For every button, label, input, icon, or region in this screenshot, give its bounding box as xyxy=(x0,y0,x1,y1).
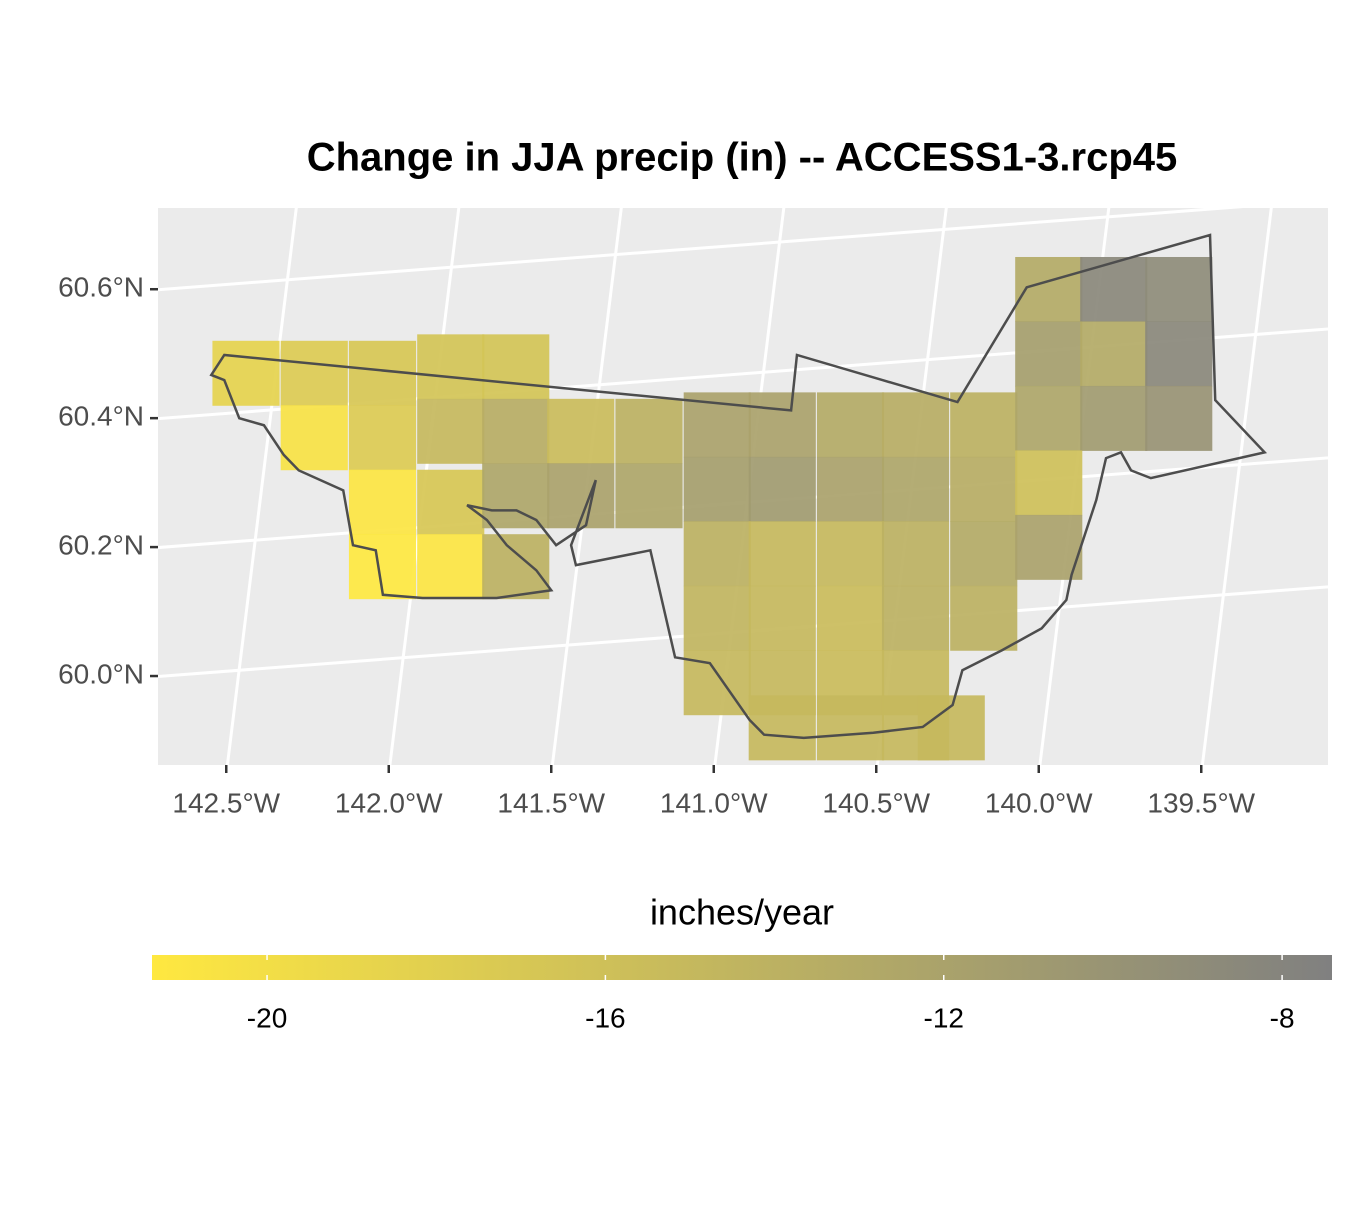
y-tick-label: 60.6°N xyxy=(58,272,144,303)
colorbar-bar xyxy=(152,955,1332,980)
boundary xyxy=(209,233,1268,740)
cell xyxy=(417,469,485,535)
cell xyxy=(1080,321,1148,387)
cell xyxy=(482,398,550,464)
cell xyxy=(1145,256,1213,322)
cell xyxy=(748,521,816,587)
cell xyxy=(615,398,683,464)
x-tick-label: 141.0°W xyxy=(660,787,768,818)
axes: 142.5°W 142.0°W 141.5°W 141.0°W 140.5°W 140.0… xyxy=(58,272,1256,819)
cell xyxy=(748,695,816,761)
colorbar-label: -12 xyxy=(924,1002,964,1033)
cell xyxy=(950,521,1018,587)
cell xyxy=(482,463,550,529)
cell xyxy=(417,398,485,464)
cell xyxy=(816,392,885,458)
parallel xyxy=(158,208,1244,292)
cell xyxy=(816,585,885,651)
cell xyxy=(547,398,615,464)
cell xyxy=(683,585,751,651)
cell xyxy=(1145,321,1213,387)
cell xyxy=(615,463,683,529)
cell xyxy=(881,392,950,458)
x-tick-label: 139.5°W xyxy=(1147,787,1255,818)
cell xyxy=(881,456,950,522)
cell xyxy=(1145,385,1213,451)
cell xyxy=(348,405,417,471)
legend-title: inches/year xyxy=(650,892,834,933)
cell xyxy=(280,340,348,406)
x-tick-label: 140.0°W xyxy=(985,787,1093,818)
cell xyxy=(1080,385,1148,451)
cell xyxy=(280,405,348,471)
meridian xyxy=(1200,208,1273,765)
cell xyxy=(417,334,485,400)
cell xyxy=(212,340,280,406)
cell xyxy=(1015,321,1083,387)
x-tick-label: 142.5°W xyxy=(172,787,280,818)
cell xyxy=(950,585,1018,651)
y-tick-label: 60.0°N xyxy=(58,658,144,689)
cell xyxy=(748,456,816,522)
cell xyxy=(881,521,950,587)
cell xyxy=(1015,450,1083,516)
x-tick-label: 140.5°W xyxy=(822,787,930,818)
cell xyxy=(816,695,885,761)
cell xyxy=(950,392,1018,458)
y-tick-label: 60.4°N xyxy=(58,401,144,432)
cell xyxy=(816,456,885,522)
colorbar-label: -16 xyxy=(585,1002,625,1033)
cell xyxy=(482,334,550,400)
colorbar: -20 -16 -12 -8 xyxy=(152,955,1332,1033)
cell xyxy=(881,585,950,651)
cell xyxy=(816,521,885,587)
cell xyxy=(1015,514,1083,580)
colorbar-label: -8 xyxy=(1270,1002,1295,1033)
chart-title: Change in JJA precip (in) -- ACCESS1-3.r… xyxy=(307,136,1178,180)
cell xyxy=(417,534,485,600)
cell xyxy=(683,521,751,587)
y-tick-label: 60.2°N xyxy=(58,529,144,560)
meridian xyxy=(225,208,298,765)
cell xyxy=(950,456,1018,522)
colorbar-label: -20 xyxy=(247,1002,287,1033)
cell xyxy=(748,585,816,651)
cell xyxy=(1015,385,1083,451)
raster xyxy=(212,256,1213,761)
cell xyxy=(348,469,417,535)
boundary-line xyxy=(209,233,1268,740)
x-tick-label: 141.5°W xyxy=(497,787,605,818)
cell xyxy=(683,456,751,522)
cell xyxy=(748,392,816,458)
cell xyxy=(1080,256,1148,322)
cell xyxy=(482,534,550,600)
x-tick-label: 142.0°W xyxy=(335,787,443,818)
